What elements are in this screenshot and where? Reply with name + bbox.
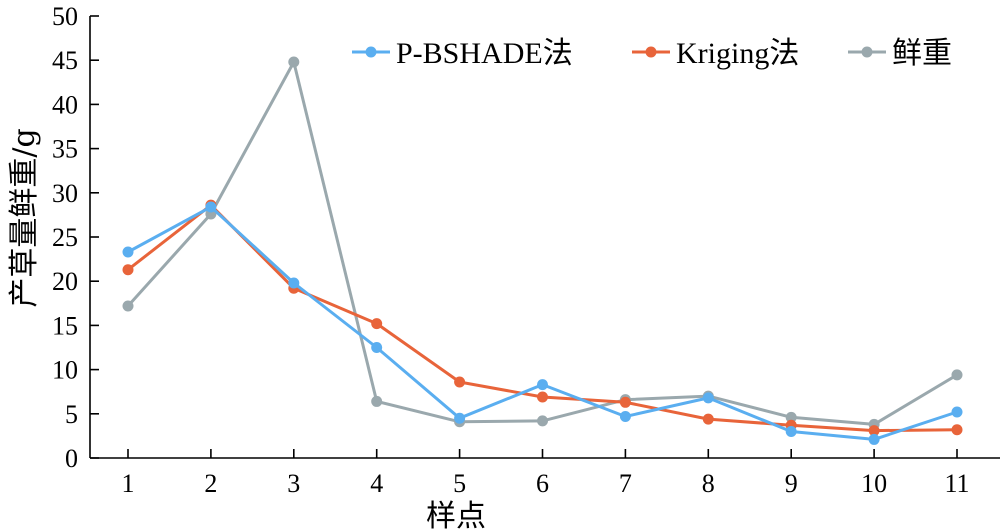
x-tick-label: 5: [453, 469, 466, 498]
y-ticks: 0 5 10 15 20 25 30 35 40 45 50: [52, 2, 99, 473]
data-point: [702, 413, 714, 425]
data-point: [454, 376, 466, 388]
data-point: [537, 415, 548, 427]
legend-item: 鲜重: [848, 37, 952, 70]
y-tick-label: 10: [52, 356, 78, 385]
x-tick-label: 8: [702, 469, 715, 498]
x-tick-label: 1: [122, 469, 135, 498]
data-point: [288, 56, 300, 68]
y-tick-label: 5: [65, 400, 78, 429]
data-point: [122, 300, 134, 312]
legend: P-BSHADE法 Kriging法 鲜重: [352, 37, 952, 70]
y-tick-label: 50: [52, 2, 78, 31]
x-tick-label: 2: [204, 469, 217, 498]
data-point: [288, 277, 300, 289]
legend-swatch-marker: [645, 46, 657, 58]
axes-layer: [89, 16, 1000, 459]
y-tick-label: 25: [52, 223, 78, 252]
y-tick-label: 30: [52, 179, 78, 208]
x-tick-label: 9: [785, 469, 798, 498]
y-axis-title: 产草量鲜重/g: [7, 128, 42, 307]
legend-swatch-marker: [861, 46, 873, 58]
data-point: [951, 424, 963, 436]
legend-label: 鲜重: [892, 37, 952, 70]
data-point: [454, 412, 466, 424]
data-point: [619, 410, 631, 422]
x-tick-label: 10: [861, 469, 887, 498]
x-tick-label: 3: [287, 469, 300, 498]
series-1: [122, 199, 963, 437]
data-point: [371, 318, 383, 330]
data-point: [951, 369, 963, 381]
y-tick-label: 15: [52, 311, 78, 340]
y-tick-label: 0: [65, 444, 78, 473]
x-tick-label: 11: [944, 469, 969, 498]
legend-swatch-marker: [365, 46, 377, 58]
data-point: [122, 264, 134, 276]
data-point: [951, 406, 963, 418]
legend-item: P-BSHADE法: [352, 37, 573, 70]
y-tick-label: 20: [52, 267, 78, 296]
data-point: [702, 392, 714, 404]
series-layer: [122, 56, 963, 445]
x-tick-label: 7: [619, 469, 632, 498]
data-point: [785, 411, 797, 423]
data-point: [537, 379, 548, 391]
data-point: [371, 342, 383, 353]
y-tick-label: 35: [52, 135, 78, 164]
series-0: [122, 201, 963, 445]
y-tick-label: 45: [52, 46, 78, 75]
data-point: [371, 395, 383, 407]
y-tick-label: 40: [52, 90, 78, 119]
data-point: [868, 433, 880, 445]
series-line: [127, 205, 958, 441]
x-tick-label: 6: [536, 469, 549, 498]
legend-item: Kriging法: [632, 37, 799, 70]
data-point: [619, 396, 631, 408]
data-point: [785, 425, 797, 437]
data-point: [122, 246, 134, 258]
x-axis-title: 样点: [426, 499, 486, 532]
data-point: [537, 391, 548, 403]
data-point: [205, 201, 217, 213]
x-ticks: 1 2 3 4 5 6 7 8 9 10 11: [122, 449, 970, 498]
legend-label: P-BSHADE法: [396, 37, 573, 70]
legend-label: Kriging法: [676, 37, 799, 70]
x-tick-label: 4: [370, 469, 383, 498]
data-point: [868, 425, 880, 437]
